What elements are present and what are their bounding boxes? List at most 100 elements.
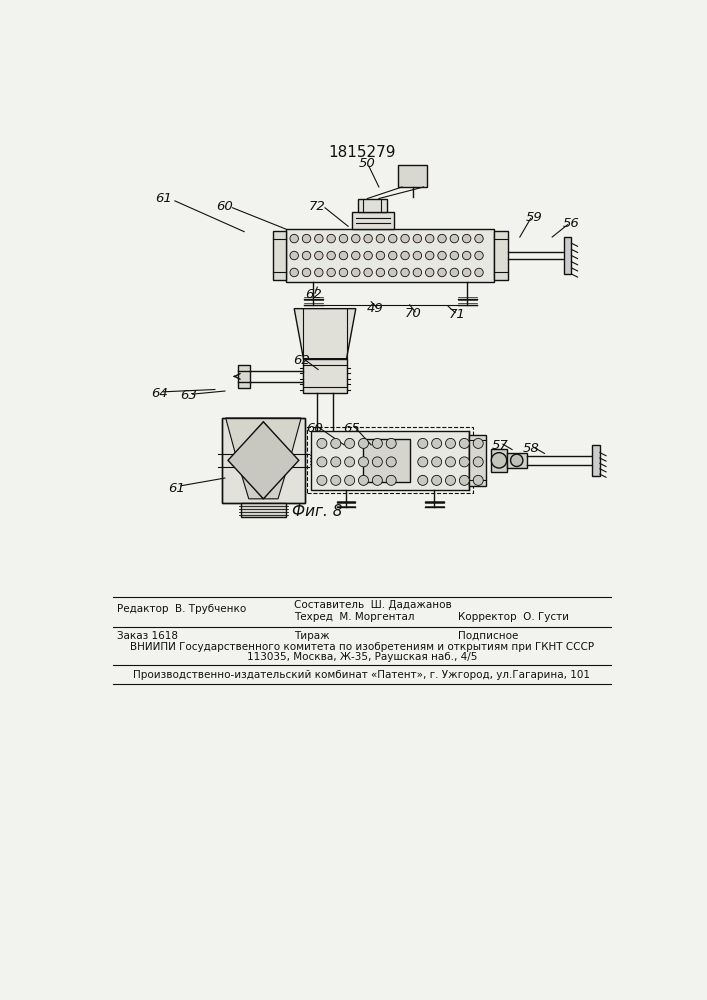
Circle shape <box>418 475 428 485</box>
Circle shape <box>351 268 360 277</box>
Circle shape <box>475 251 483 260</box>
Circle shape <box>445 457 455 467</box>
Polygon shape <box>226 418 301 460</box>
Circle shape <box>364 234 373 243</box>
Circle shape <box>331 475 341 485</box>
Circle shape <box>432 475 442 485</box>
Text: Корректор  О. Густи: Корректор О. Густи <box>458 612 569 622</box>
Circle shape <box>426 268 434 277</box>
Text: 62: 62 <box>305 288 322 301</box>
Polygon shape <box>238 460 290 499</box>
Circle shape <box>331 438 341 448</box>
Circle shape <box>317 438 327 448</box>
Bar <box>363 439 409 482</box>
Circle shape <box>460 475 469 485</box>
Bar <box>273 231 286 280</box>
Circle shape <box>317 475 327 485</box>
Bar <box>303 359 346 393</box>
Circle shape <box>327 251 335 260</box>
Text: Производственно-издательский комбинат «Патент», г. Ужгород, ул.Гагарина, 101: Производственно-издательский комбинат «П… <box>134 670 590 680</box>
Bar <box>563 237 571 274</box>
Circle shape <box>290 251 298 260</box>
Bar <box>222 418 305 503</box>
Circle shape <box>401 234 409 243</box>
Circle shape <box>389 268 397 277</box>
Circle shape <box>401 251 409 260</box>
Circle shape <box>460 457 469 467</box>
Circle shape <box>331 457 341 467</box>
Polygon shape <box>294 309 356 359</box>
Text: 62: 62 <box>293 354 310 367</box>
Bar <box>311 451 339 466</box>
Text: 57: 57 <box>492 439 509 452</box>
Text: 60: 60 <box>216 200 233 213</box>
Circle shape <box>376 268 385 277</box>
Text: 56: 56 <box>562 217 579 230</box>
Text: Фиг. 8: Фиг. 8 <box>292 504 343 519</box>
Circle shape <box>351 234 360 243</box>
Circle shape <box>510 454 523 466</box>
Text: ВНИИПИ Государственного комитета по изобретениям и открытиям при ГКНТ СССР: ВНИИПИ Государственного комитета по изоб… <box>130 642 594 652</box>
Text: 70: 70 <box>405 307 422 320</box>
Text: 49: 49 <box>367 302 383 315</box>
Circle shape <box>315 234 323 243</box>
Circle shape <box>317 457 327 467</box>
Circle shape <box>327 268 335 277</box>
Text: 58: 58 <box>523 442 539 455</box>
Bar <box>352 212 395 229</box>
Circle shape <box>413 234 421 243</box>
Bar <box>508 453 527 468</box>
Circle shape <box>315 251 323 260</box>
Circle shape <box>339 268 348 277</box>
Circle shape <box>426 234 434 243</box>
Text: 113035, Москва, Ж-35, Раушская наб., 4/5: 113035, Москва, Ж-35, Раушская наб., 4/5 <box>247 652 477 662</box>
Text: 1815279: 1815279 <box>328 145 396 160</box>
Circle shape <box>450 234 459 243</box>
Bar <box>286 229 494 282</box>
Circle shape <box>460 438 469 448</box>
Circle shape <box>473 475 483 485</box>
Circle shape <box>432 457 442 467</box>
Circle shape <box>358 475 368 485</box>
Text: 71: 71 <box>448 308 465 321</box>
Circle shape <box>450 268 459 277</box>
Circle shape <box>418 438 428 448</box>
Text: Техред  М. Моргентал: Техред М. Моргентал <box>294 612 415 622</box>
Circle shape <box>445 438 455 448</box>
Circle shape <box>418 457 428 467</box>
Circle shape <box>303 251 311 260</box>
Circle shape <box>364 268 373 277</box>
Circle shape <box>386 457 396 467</box>
Text: 59: 59 <box>525 211 542 224</box>
Bar <box>491 449 508 472</box>
Text: 60: 60 <box>307 422 323 434</box>
Circle shape <box>327 234 335 243</box>
Circle shape <box>339 251 348 260</box>
Circle shape <box>386 475 396 485</box>
Text: 63: 63 <box>180 389 197 402</box>
Circle shape <box>373 475 382 485</box>
Circle shape <box>462 268 471 277</box>
Circle shape <box>438 251 446 260</box>
Circle shape <box>491 453 507 468</box>
Bar <box>592 445 600 476</box>
Circle shape <box>462 251 471 260</box>
Circle shape <box>303 268 311 277</box>
Circle shape <box>315 268 323 277</box>
Bar <box>241 503 286 517</box>
Circle shape <box>401 268 409 277</box>
Circle shape <box>413 251 421 260</box>
Circle shape <box>358 457 368 467</box>
Text: Редактор  В. Трубченко: Редактор В. Трубченко <box>117 604 246 614</box>
Text: 65: 65 <box>344 422 361 434</box>
Circle shape <box>450 251 459 260</box>
Circle shape <box>475 268 483 277</box>
Circle shape <box>303 234 311 243</box>
Circle shape <box>386 438 396 448</box>
Circle shape <box>358 438 368 448</box>
Circle shape <box>445 475 455 485</box>
Circle shape <box>373 457 382 467</box>
Circle shape <box>389 251 397 260</box>
Circle shape <box>344 475 355 485</box>
Bar <box>222 418 305 503</box>
